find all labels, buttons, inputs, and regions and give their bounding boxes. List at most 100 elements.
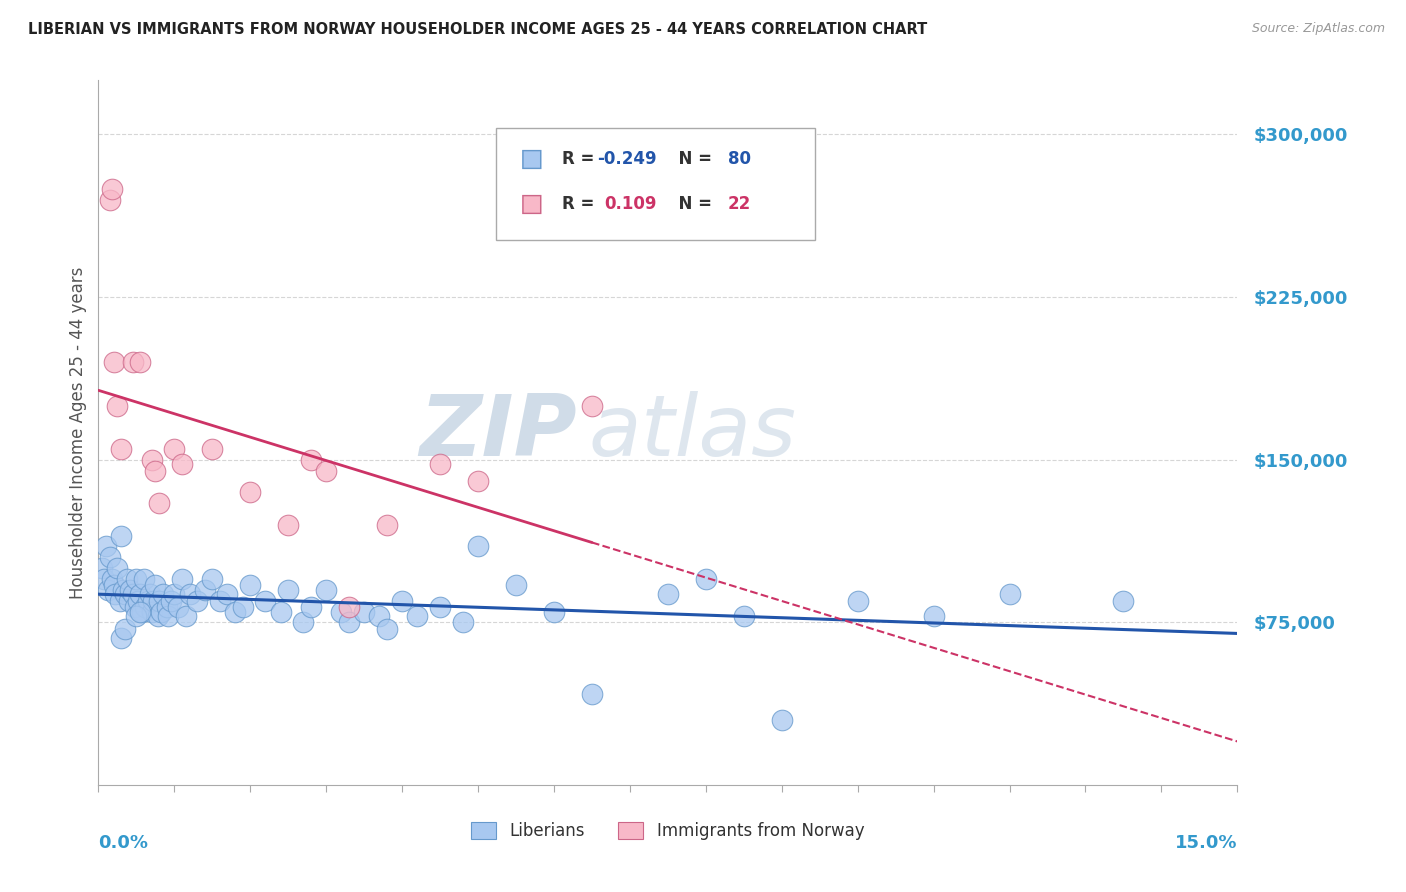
Point — [224, 605, 246, 619]
Point — [239, 485, 262, 500]
Point — [277, 582, 299, 597]
Point — [118, 593, 141, 607]
Point — [107, 399, 129, 413]
Point — [315, 582, 337, 597]
Point — [121, 587, 143, 601]
Point — [108, 593, 131, 607]
Point — [110, 442, 132, 456]
Point — [132, 572, 155, 586]
Point — [131, 605, 153, 619]
Point — [254, 593, 277, 607]
Point — [998, 587, 1021, 601]
Point — [174, 608, 197, 623]
Point — [375, 517, 398, 532]
Text: R =: R = — [562, 194, 600, 213]
Point — [110, 631, 132, 645]
Text: ZIP: ZIP — [419, 391, 576, 475]
Text: LIBERIAN VS IMMIGRANTS FROM NORWAY HOUSEHOLDER INCOME AGES 25 - 44 YEARS CORRELA: LIBERIAN VS IMMIGRANTS FROM NORWAY HOUSE… — [28, 22, 928, 37]
Point — [141, 605, 163, 619]
Point — [657, 587, 679, 601]
Point — [208, 593, 231, 607]
Point — [467, 540, 489, 554]
Point — [103, 578, 125, 592]
Point — [429, 600, 451, 615]
Point — [451, 615, 474, 630]
Text: ■: ■ — [520, 147, 543, 171]
Point — [368, 608, 391, 623]
Point — [167, 600, 190, 615]
Point — [152, 587, 174, 601]
Point — [98, 193, 121, 207]
Point — [186, 593, 208, 607]
Point — [337, 615, 360, 630]
Text: N =: N = — [666, 194, 718, 213]
Point — [846, 593, 869, 607]
Point — [141, 452, 163, 467]
Point — [101, 182, 124, 196]
Text: ■: ■ — [520, 192, 543, 216]
Point — [239, 578, 262, 592]
Point — [127, 593, 149, 607]
Point — [145, 464, 167, 478]
Point — [121, 355, 143, 369]
Point — [170, 572, 193, 586]
Point — [277, 517, 299, 532]
Point — [142, 593, 165, 607]
Point — [159, 593, 181, 607]
Point — [194, 582, 217, 597]
Point — [179, 587, 201, 601]
Point — [543, 605, 565, 619]
Point — [695, 572, 717, 586]
Point — [91, 561, 114, 575]
Text: 15.0%: 15.0% — [1175, 834, 1237, 852]
Point — [129, 605, 152, 619]
Point — [120, 582, 142, 597]
Text: 80: 80 — [728, 150, 751, 169]
Point — [145, 578, 167, 592]
Point — [139, 587, 162, 601]
Point — [107, 561, 129, 575]
Point — [163, 442, 186, 456]
Text: □: □ — [520, 147, 543, 171]
Text: 22: 22 — [728, 194, 751, 213]
Text: -0.249: -0.249 — [596, 150, 657, 169]
Point — [170, 457, 193, 471]
Point — [124, 600, 146, 615]
Point — [429, 457, 451, 471]
Point — [157, 608, 180, 623]
Point — [375, 622, 398, 636]
Point — [299, 600, 322, 615]
Point — [201, 442, 224, 456]
Point — [136, 593, 159, 607]
Point — [391, 593, 413, 607]
Text: □: □ — [520, 192, 543, 216]
Text: 0.109: 0.109 — [605, 194, 657, 213]
Point — [406, 608, 429, 623]
Point — [101, 572, 124, 586]
Point — [103, 355, 125, 369]
Point — [232, 600, 254, 615]
Text: N =: N = — [666, 150, 718, 169]
Text: 0.0%: 0.0% — [98, 834, 149, 852]
Point — [104, 587, 127, 601]
Point — [129, 587, 152, 601]
Point — [163, 587, 186, 601]
Point — [125, 572, 148, 586]
Point — [201, 572, 224, 586]
Point — [114, 622, 136, 636]
Legend: Liberians, Immigrants from Norway: Liberians, Immigrants from Norway — [464, 815, 872, 847]
Point — [353, 605, 375, 619]
Point — [505, 578, 527, 592]
Point — [96, 582, 118, 597]
Point — [148, 496, 170, 510]
Point — [270, 605, 292, 619]
Point — [117, 572, 139, 586]
Point — [98, 550, 121, 565]
Text: Source: ZipAtlas.com: Source: ZipAtlas.com — [1251, 22, 1385, 36]
Point — [330, 605, 353, 619]
Point — [315, 464, 337, 478]
Point — [93, 572, 115, 586]
Point — [733, 608, 755, 623]
Text: R =: R = — [562, 150, 600, 169]
Point — [149, 605, 172, 619]
